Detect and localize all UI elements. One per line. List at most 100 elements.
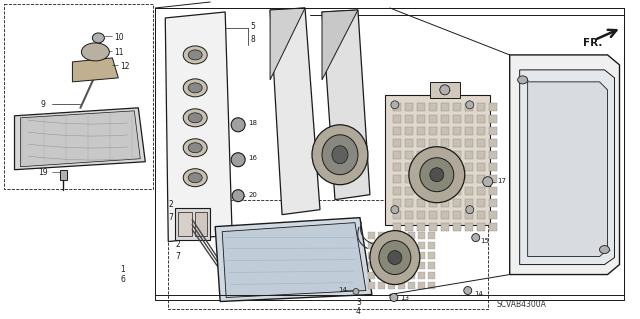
Text: 2: 2 <box>168 200 173 209</box>
Polygon shape <box>477 115 484 123</box>
Text: 13: 13 <box>400 294 409 300</box>
Polygon shape <box>15 108 145 170</box>
Polygon shape <box>393 163 401 171</box>
Text: 5: 5 <box>250 22 255 31</box>
Polygon shape <box>398 271 405 278</box>
Ellipse shape <box>440 85 450 95</box>
Polygon shape <box>489 127 497 135</box>
Text: 17: 17 <box>498 178 507 184</box>
Polygon shape <box>428 252 435 259</box>
Polygon shape <box>388 241 395 249</box>
Ellipse shape <box>232 190 244 202</box>
Polygon shape <box>393 223 401 231</box>
Polygon shape <box>408 232 415 239</box>
Text: 4: 4 <box>356 308 361 316</box>
Polygon shape <box>429 151 437 159</box>
Polygon shape <box>368 241 375 249</box>
Polygon shape <box>388 232 395 239</box>
Text: 11: 11 <box>115 48 124 57</box>
Polygon shape <box>417 211 425 219</box>
Polygon shape <box>452 199 461 207</box>
Polygon shape <box>477 139 484 147</box>
Text: 14: 14 <box>338 286 347 293</box>
Polygon shape <box>441 139 449 147</box>
Polygon shape <box>408 252 415 259</box>
Text: 2: 2 <box>175 240 180 249</box>
Polygon shape <box>527 82 607 256</box>
Polygon shape <box>489 151 497 159</box>
Text: 16: 16 <box>248 155 257 161</box>
Polygon shape <box>398 262 405 269</box>
Polygon shape <box>393 127 401 135</box>
Polygon shape <box>388 252 395 259</box>
Ellipse shape <box>81 43 109 61</box>
Ellipse shape <box>183 79 207 97</box>
Polygon shape <box>405 151 413 159</box>
Polygon shape <box>429 223 437 231</box>
Polygon shape <box>417 139 425 147</box>
Polygon shape <box>417 175 425 183</box>
Polygon shape <box>393 199 401 207</box>
Polygon shape <box>428 232 435 239</box>
Polygon shape <box>441 187 449 195</box>
Polygon shape <box>441 199 449 207</box>
Text: 9: 9 <box>40 100 45 109</box>
Polygon shape <box>405 175 413 183</box>
Polygon shape <box>322 10 358 80</box>
Text: 12: 12 <box>120 62 130 71</box>
Text: 1: 1 <box>120 264 125 274</box>
Polygon shape <box>428 282 435 288</box>
Ellipse shape <box>466 101 474 109</box>
Polygon shape <box>452 175 461 183</box>
Ellipse shape <box>322 135 358 175</box>
Ellipse shape <box>472 234 480 241</box>
Polygon shape <box>322 10 370 200</box>
Polygon shape <box>430 82 460 98</box>
Polygon shape <box>489 175 497 183</box>
Polygon shape <box>393 175 401 183</box>
Ellipse shape <box>92 33 104 43</box>
Text: 19: 19 <box>38 168 48 177</box>
Polygon shape <box>405 103 413 111</box>
Polygon shape <box>452 223 461 231</box>
Polygon shape <box>428 271 435 278</box>
Polygon shape <box>222 223 366 298</box>
Polygon shape <box>452 103 461 111</box>
Polygon shape <box>452 151 461 159</box>
Polygon shape <box>405 139 413 147</box>
Text: 6: 6 <box>120 275 125 284</box>
Polygon shape <box>477 151 484 159</box>
Polygon shape <box>489 199 497 207</box>
Bar <box>168 200 488 309</box>
Polygon shape <box>429 175 437 183</box>
Polygon shape <box>477 103 484 111</box>
Polygon shape <box>178 211 192 236</box>
Polygon shape <box>378 271 385 278</box>
Ellipse shape <box>370 231 420 285</box>
Polygon shape <box>398 232 405 239</box>
Ellipse shape <box>409 147 465 203</box>
Polygon shape <box>393 115 401 123</box>
Polygon shape <box>477 127 484 135</box>
Polygon shape <box>452 127 461 135</box>
Polygon shape <box>393 211 401 219</box>
Polygon shape <box>165 12 232 241</box>
Polygon shape <box>405 199 413 207</box>
Polygon shape <box>441 127 449 135</box>
Ellipse shape <box>188 83 202 93</box>
Polygon shape <box>465 187 473 195</box>
Polygon shape <box>385 95 490 225</box>
Polygon shape <box>441 115 449 123</box>
Ellipse shape <box>600 246 609 254</box>
Polygon shape <box>441 223 449 231</box>
Polygon shape <box>429 187 437 195</box>
Polygon shape <box>378 282 385 288</box>
Polygon shape <box>429 139 437 147</box>
Polygon shape <box>509 55 620 275</box>
Polygon shape <box>405 187 413 195</box>
Polygon shape <box>405 223 413 231</box>
Polygon shape <box>368 262 375 269</box>
Polygon shape <box>398 282 405 288</box>
Polygon shape <box>452 139 461 147</box>
Polygon shape <box>60 170 67 180</box>
